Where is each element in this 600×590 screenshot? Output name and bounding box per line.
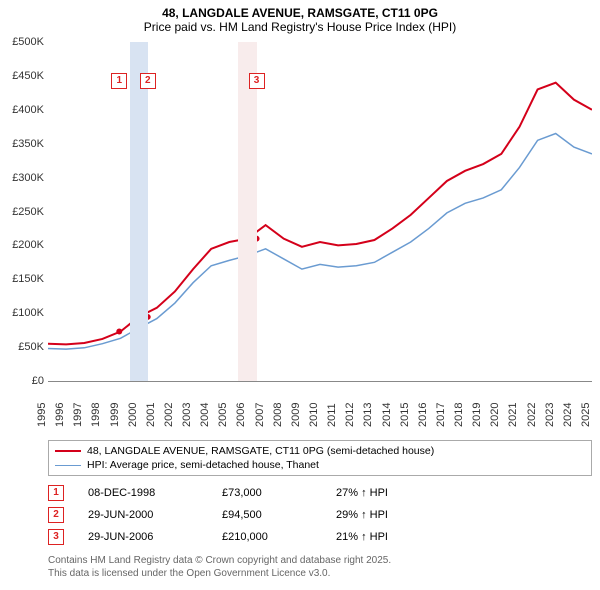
- x-tick-label: 1998: [90, 403, 102, 427]
- sales-row-delta: 29% ↑ HPI: [336, 509, 388, 521]
- y-tick-label: £150K: [12, 273, 44, 285]
- x-tick-label: 1999: [109, 403, 121, 427]
- sales-row-num: 2: [48, 507, 64, 523]
- title-block: 48, LANGDALE AVENUE, RAMSGATE, CT11 0PG …: [0, 0, 600, 38]
- y-tick-label: £350K: [12, 138, 44, 150]
- x-tick-label: 2003: [181, 403, 193, 427]
- y-tick-label: £450K: [12, 70, 44, 82]
- footer-line-2: This data is licensed under the Open Gov…: [48, 567, 592, 580]
- x-tick-label: 2023: [544, 403, 556, 427]
- sales-row-price: £73,000: [222, 487, 312, 499]
- sales-row: 1 08-DEC-1998 £73,000 27% ↑ HPI: [48, 482, 592, 504]
- sales-row-num: 1: [48, 485, 64, 501]
- x-tick-label: 2021: [507, 403, 519, 427]
- x-tick-label: 2019: [471, 403, 483, 427]
- x-tick-label: 2018: [453, 403, 465, 427]
- x-tick-label: 2000: [127, 403, 139, 427]
- x-tick-label: 2007: [254, 403, 266, 427]
- sales-row: 3 29-JUN-2006 £210,000 21% ↑ HPI: [48, 526, 592, 548]
- y-tick-label: £0: [32, 375, 44, 387]
- y-tick-label: £100K: [12, 307, 44, 319]
- sales-row-delta: 21% ↑ HPI: [336, 531, 388, 543]
- x-tick-label: 1997: [72, 403, 84, 427]
- x-tick-label: 2005: [217, 403, 229, 427]
- legend-label: 48, LANGDALE AVENUE, RAMSGATE, CT11 0PG …: [87, 445, 434, 457]
- x-tick-label: 2012: [344, 403, 356, 427]
- x-tick-label: 2009: [290, 403, 302, 427]
- highlight-band: [238, 42, 256, 381]
- sales-row-price: £210,000: [222, 531, 312, 543]
- sales-row-num: 3: [48, 529, 64, 545]
- sales-row-date: 29-JUN-2006: [88, 531, 198, 543]
- chart-title: 48, LANGDALE AVENUE, RAMSGATE, CT11 0PG: [0, 6, 600, 20]
- sales-row-date: 29-JUN-2000: [88, 509, 198, 521]
- x-tick-label: 1995: [36, 403, 48, 427]
- y-tick-label: £300K: [12, 172, 44, 184]
- sale-marker-box: 1: [111, 73, 127, 89]
- x-tick-label: 2024: [562, 403, 574, 427]
- sales-row-delta: 27% ↑ HPI: [336, 487, 388, 499]
- y-axis: £0£50K£100K£150K£200K£250K£300K£350K£400…: [0, 42, 46, 381]
- x-tick-label: 2011: [326, 403, 338, 427]
- y-tick-label: £500K: [12, 36, 44, 48]
- y-tick-label: £250K: [12, 206, 44, 218]
- sale-marker-box: 2: [140, 73, 156, 89]
- sales-row-date: 08-DEC-1998: [88, 487, 198, 499]
- x-tick-label: 2016: [417, 403, 429, 427]
- footer-attribution: Contains HM Land Registry data © Crown c…: [48, 554, 592, 580]
- y-tick-label: £400K: [12, 104, 44, 116]
- legend-row: HPI: Average price, semi-detached house,…: [55, 458, 585, 472]
- sales-row: 2 29-JUN-2000 £94,500 29% ↑ HPI: [48, 504, 592, 526]
- x-tick-label: 2010: [308, 403, 320, 427]
- sales-row-price: £94,500: [222, 509, 312, 521]
- sales-table: 1 08-DEC-1998 £73,000 27% ↑ HPI 2 29-JUN-2000…: [48, 482, 592, 548]
- plot-region: 12 3: [48, 42, 592, 381]
- footer-line-1: Contains HM Land Registry data © Crown c…: [48, 554, 592, 567]
- chart-area: £0£50K£100K£150K£200K£250K£300K£350K£400…: [48, 42, 592, 382]
- x-tick-label: 2002: [163, 403, 175, 427]
- x-axis: 1995199619971998199920002001200220032004…: [48, 383, 592, 433]
- x-tick-label: 2006: [235, 403, 247, 427]
- x-tick-label: 2001: [145, 403, 157, 427]
- x-tick-label: 2017: [435, 403, 447, 427]
- x-tick-label: 2008: [272, 403, 284, 427]
- chart-subtitle: Price paid vs. HM Land Registry's House …: [0, 20, 600, 34]
- x-tick-label: 2014: [381, 403, 393, 427]
- x-tick-label: 2015: [399, 403, 411, 427]
- legend-row: 48, LANGDALE AVENUE, RAMSGATE, CT11 0PG …: [55, 444, 585, 458]
- sale-marker-dot: [116, 329, 122, 335]
- x-tick-label: 2022: [526, 403, 538, 427]
- sale-marker-box: 3: [249, 73, 265, 89]
- legend-label: HPI: Average price, semi-detached house,…: [87, 459, 319, 471]
- legend-swatch: [55, 465, 81, 466]
- x-tick-label: 2020: [489, 403, 501, 427]
- x-tick-label: 2013: [362, 403, 374, 427]
- highlight-band: [130, 42, 148, 381]
- y-tick-label: £50K: [18, 341, 44, 353]
- legend-swatch: [55, 450, 81, 452]
- x-tick-label: 2025: [580, 403, 592, 427]
- chart-container: 48, LANGDALE AVENUE, RAMSGATE, CT11 0PG …: [0, 0, 600, 590]
- y-tick-label: £200K: [12, 239, 44, 251]
- legend: 48, LANGDALE AVENUE, RAMSGATE, CT11 0PG …: [48, 440, 592, 476]
- x-tick-label: 2004: [199, 403, 211, 427]
- x-tick-label: 1996: [54, 403, 66, 427]
